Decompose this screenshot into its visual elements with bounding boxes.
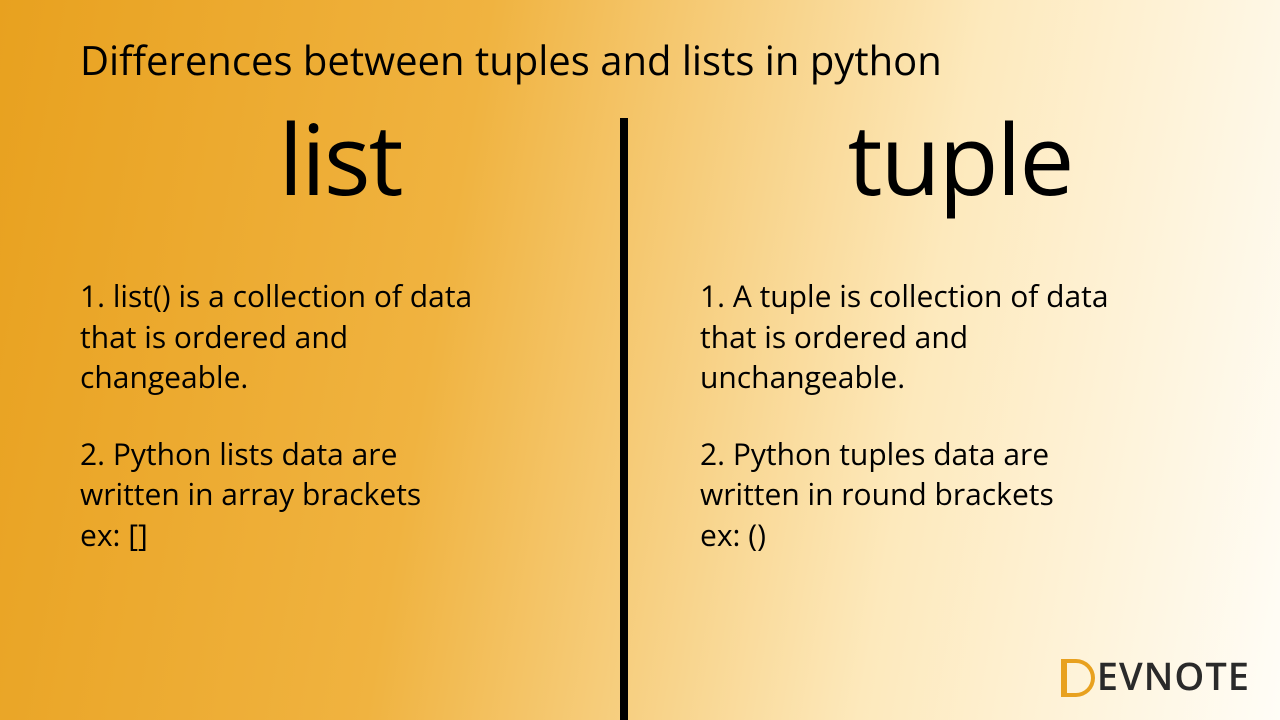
list-point-1: 1. list() is a collection of data that i… xyxy=(80,276,600,398)
list-points: 1. list() is a collection of data that i… xyxy=(80,276,600,555)
tuple-heading: tuple xyxy=(700,108,1220,206)
brand-logo: EVNOTE xyxy=(1061,650,1250,702)
tuple-points: 1. A tuple is collection of data that is… xyxy=(700,276,1220,555)
list-point-2: 2. Python lists data are written in arra… xyxy=(80,434,600,556)
page-title: Differences between tuples and lists in … xyxy=(80,32,942,87)
list-heading: list xyxy=(80,108,600,206)
tuple-point-2: 2. Python tuples data are written in rou… xyxy=(700,434,1220,556)
tuple-point-1: 1. A tuple is collection of data that is… xyxy=(700,276,1220,398)
column-tuple: tuple 1. A tuple is collection of data t… xyxy=(700,108,1220,591)
column-list: list 1. list() is a collection of data t… xyxy=(80,108,600,591)
logo-text: EVNOTE xyxy=(1097,650,1250,702)
logo-d-icon xyxy=(1061,659,1095,697)
center-divider xyxy=(620,118,628,720)
